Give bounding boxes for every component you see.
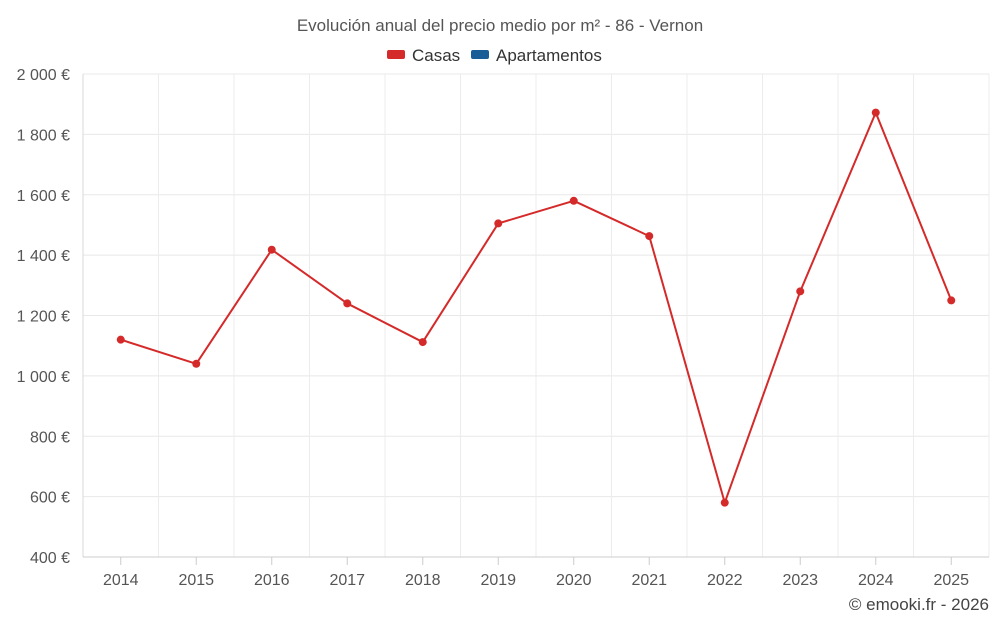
data-point-casas[interactable] [343, 299, 352, 308]
x-tick-label: 2023 [782, 572, 818, 589]
legend-label-apartamentos: Apartamentos [496, 46, 602, 65]
data-point-casas[interactable] [267, 245, 276, 254]
series-layer [116, 108, 956, 507]
series-line-casas [120, 111, 953, 504]
grid [83, 73, 990, 557]
x-tick-label: 2025 [933, 572, 969, 589]
x-tick-label: 2020 [556, 572, 592, 589]
legend: Casas Apartamentos [387, 46, 602, 65]
x-tick-label: 2024 [858, 572, 894, 589]
y-tick-label: 1 200 € [17, 309, 70, 326]
data-point-casas[interactable] [569, 196, 578, 205]
data-point-casas[interactable] [116, 335, 125, 344]
x-tick-label: 2021 [631, 572, 667, 589]
legend-item-casas[interactable]: Casas [387, 46, 460, 65]
chart-title: Evolución anual del precio medio por m² … [297, 16, 703, 35]
data-point-casas[interactable] [947, 296, 956, 305]
y-tick-label: 1 400 € [17, 248, 70, 265]
data-point-casas[interactable] [720, 498, 729, 507]
data-point-casas[interactable] [796, 287, 805, 296]
legend-label-casas: Casas [412, 46, 460, 65]
y-tick-label: 400 € [30, 550, 70, 567]
data-point-casas[interactable] [494, 219, 503, 228]
x-tick-label: 2017 [329, 572, 365, 589]
data-point-casas[interactable] [418, 338, 427, 347]
data-point-casas[interactable] [192, 359, 201, 368]
legend-swatch-casas [387, 50, 405, 59]
x-tick-label: 2022 [707, 572, 743, 589]
legend-item-apartamentos[interactable]: Apartamentos [471, 46, 602, 65]
data-point-casas[interactable] [645, 232, 654, 241]
x-tick-label: 2014 [103, 572, 139, 589]
y-tick-label: 2 000 € [17, 67, 70, 84]
y-tick-label: 1 600 € [17, 188, 70, 205]
axes: 400 € 600 € 800 € 1 000 € 1 200 € 1 400 € 1 60… [17, 67, 989, 589]
y-tick-label: 1 800 € [17, 127, 70, 144]
y-tick-label: 600 € [30, 490, 70, 507]
x-tick-label: 2016 [254, 572, 290, 589]
data-point-casas[interactable] [871, 108, 880, 117]
y-tick-label: 1 000 € [17, 369, 70, 386]
x-tick-label: 2015 [178, 572, 214, 589]
credit-text: © emooki.fr - 2026 [849, 595, 989, 614]
legend-swatch-apartamentos [471, 50, 489, 59]
y-tick-label: 800 € [30, 429, 70, 446]
x-tick-label: 2019 [480, 572, 516, 589]
x-tick-label: 2018 [405, 572, 441, 589]
